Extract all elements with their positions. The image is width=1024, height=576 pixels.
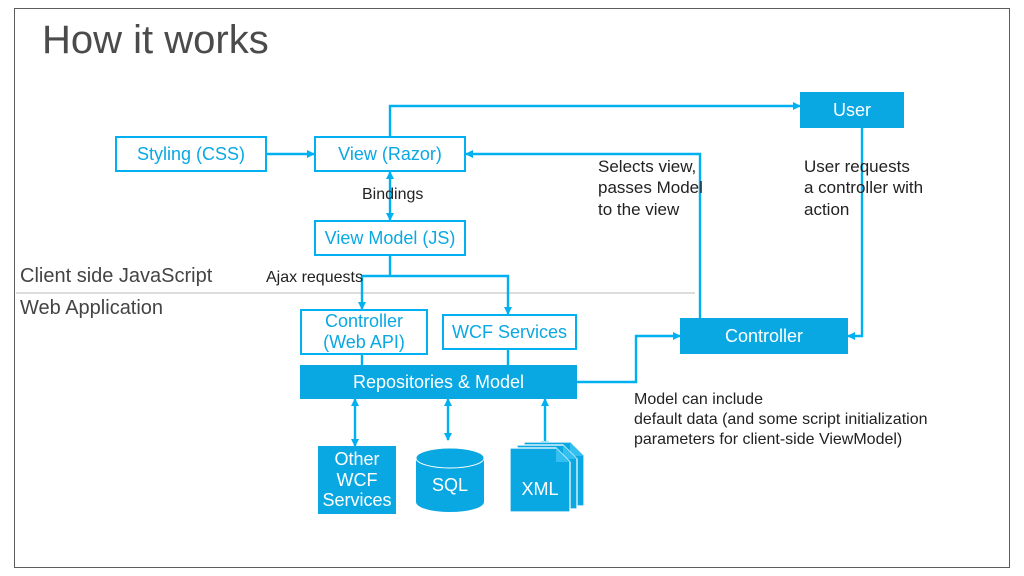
node-controller2: Controller [680,318,848,354]
node-styling-label: Styling (CSS) [133,142,249,167]
annotation-bindings: Bindings [362,185,423,205]
node-wcf: WCF Services [442,314,577,350]
annotation-selects: Selects view, passes Model to the view [598,156,703,220]
node-repos-label: Repositories & Model [349,370,528,395]
node-otherwcf-label: Other WCF Services [318,447,395,513]
node-ctrl_api-label: Controller (Web API) [319,309,409,354]
node-ctrl_api: Controller (Web API) [300,309,428,355]
label-client-side: Client side JavaScript [20,265,212,288]
node-otherwcf: Other WCF Services [318,446,396,514]
annotation-ajax: Ajax requests [266,268,363,288]
node-controller2-label: Controller [721,324,807,349]
node-sql-label: SQL [416,462,484,508]
node-user-label: User [829,98,875,123]
label-web-application: Web Application [20,297,163,320]
node-styling: Styling (CSS) [115,136,267,172]
node-view: View (Razor) [314,136,466,172]
node-xml-label: XML [510,466,570,512]
page-title: How it works [42,18,269,63]
node-viewmodel-label: View Model (JS) [321,226,460,251]
node-wcf-label: WCF Services [448,320,571,345]
node-user: User [800,92,904,128]
node-viewmodel: View Model (JS) [314,220,466,256]
node-view-label: View (Razor) [334,142,446,167]
node-repos: Repositories & Model [300,365,577,399]
annotation-modelnote: Model can include default data (and some… [634,390,928,450]
annotation-userreq: User requests a controller with action [804,156,923,220]
